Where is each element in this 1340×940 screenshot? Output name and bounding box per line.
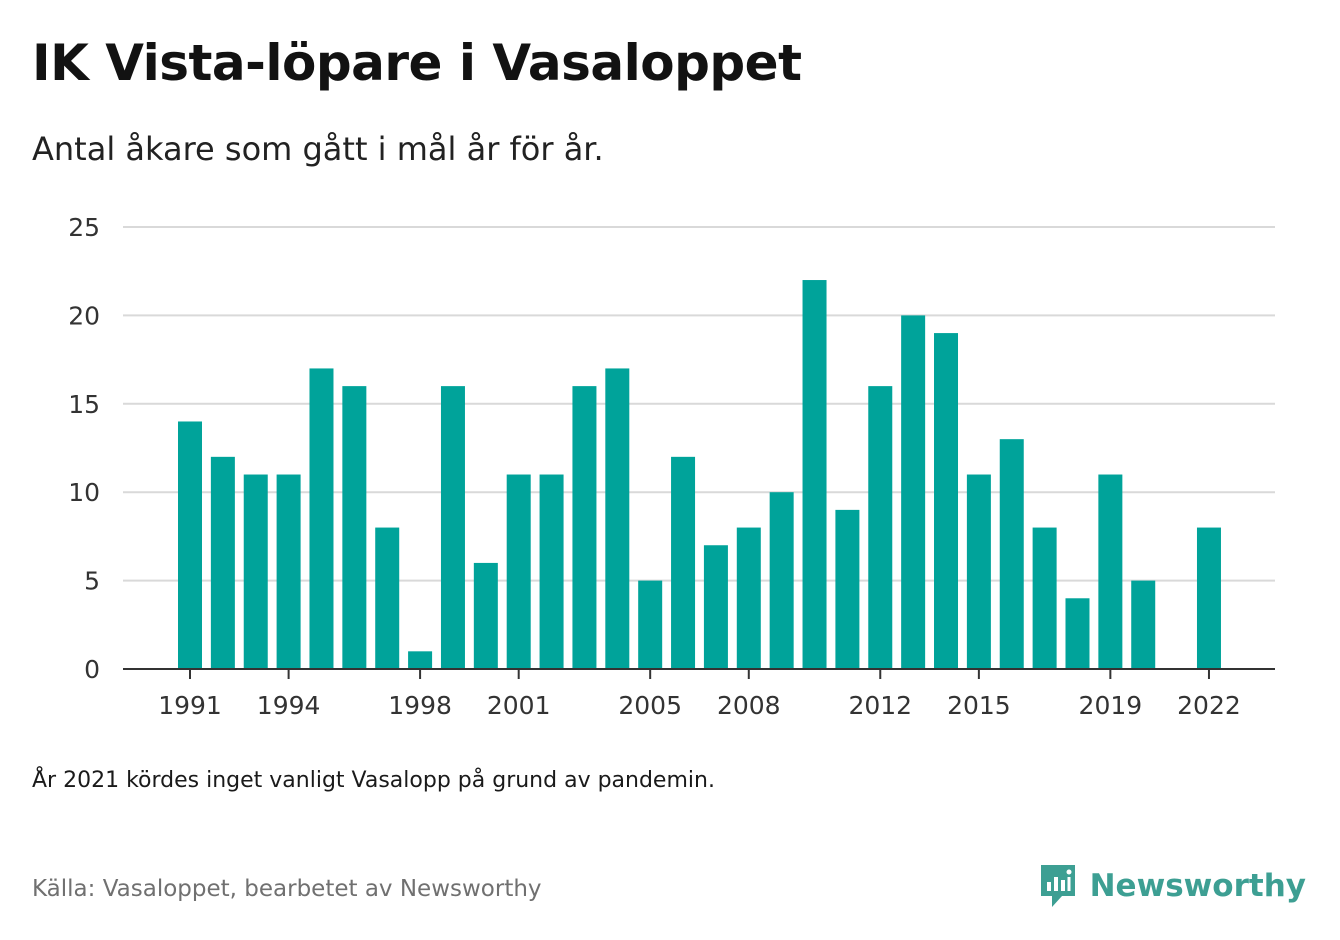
x-tick-label: 2008 bbox=[717, 691, 781, 720]
chart-note: År 2021 kördes inget vanligt Vasalopp på… bbox=[32, 768, 715, 793]
bar-2017 bbox=[1032, 527, 1057, 669]
x-tick-label: 2001 bbox=[487, 691, 551, 720]
bar-2019 bbox=[1098, 474, 1123, 669]
brand-name: Newsworthy bbox=[1089, 868, 1306, 904]
bar-2012 bbox=[868, 386, 893, 669]
chart-subtitle: Antal åkare som gått i mål år för år. bbox=[32, 130, 604, 168]
y-tick-label: 25 bbox=[68, 213, 100, 242]
y-tick-label: 10 bbox=[68, 478, 100, 507]
bar-2008 bbox=[736, 527, 761, 669]
bar-1997 bbox=[375, 527, 400, 669]
newsworthy-logo-icon bbox=[1040, 865, 1075, 907]
x-tick-label: 1991 bbox=[158, 691, 222, 720]
x-tick-label: 2015 bbox=[947, 691, 1011, 720]
bar-2000 bbox=[473, 562, 498, 669]
bar-2002 bbox=[539, 474, 564, 669]
bar-2014 bbox=[934, 333, 959, 669]
bar-1998 bbox=[408, 651, 433, 669]
x-tick-label: 2005 bbox=[618, 691, 682, 720]
bar-2004 bbox=[605, 368, 630, 669]
x-tick-label: 2012 bbox=[848, 691, 912, 720]
bar-2011 bbox=[835, 509, 860, 669]
bar-2022 bbox=[1196, 527, 1221, 669]
bar-1992 bbox=[210, 456, 235, 669]
x-tick-label: 1994 bbox=[257, 691, 321, 720]
y-tick-label: 20 bbox=[68, 301, 100, 330]
bar-2005 bbox=[638, 580, 663, 669]
bar-1991 bbox=[178, 421, 202, 669]
bar-chart: 0 5 10 15 20 25 1991 1994 1998 2001 2005 2008 2012 20… bbox=[68, 213, 1275, 720]
bar-1994 bbox=[276, 474, 301, 669]
x-tick-label: 2019 bbox=[1079, 691, 1143, 720]
y-tick-label: 5 bbox=[84, 567, 100, 596]
bar-2009 bbox=[769, 492, 794, 669]
bar-2007 bbox=[703, 545, 728, 669]
bar-1993 bbox=[243, 474, 268, 669]
bar-2015 bbox=[966, 474, 991, 669]
bar-1999 bbox=[440, 386, 465, 669]
brand-logo: Newsworthy bbox=[1038, 862, 1306, 910]
bar-1995 bbox=[309, 368, 334, 669]
x-tick-label: 1998 bbox=[388, 691, 452, 720]
y-tick-label: 15 bbox=[68, 390, 100, 419]
bar-2020 bbox=[1131, 580, 1156, 669]
x-tick-label: 2022 bbox=[1177, 691, 1241, 720]
bar-2018 bbox=[1065, 598, 1090, 669]
bar-2006 bbox=[671, 456, 696, 669]
bar-2010 bbox=[802, 280, 827, 669]
chart-title: IK Vista-löpare i Vasaloppet bbox=[32, 34, 802, 92]
bars bbox=[178, 280, 1221, 669]
bar-2001 bbox=[506, 474, 531, 669]
bar-2003 bbox=[572, 386, 597, 669]
bar-2016 bbox=[999, 439, 1024, 669]
bar-2013 bbox=[901, 315, 926, 669]
bar-1996 bbox=[342, 386, 367, 669]
axes: 0 5 10 15 20 25 1991 1994 1998 2001 2005 2008 2012 20… bbox=[68, 213, 1275, 720]
y-tick-label: 0 bbox=[84, 655, 100, 684]
source-text: Källa: Vasaloppet, bearbetet av Newswort… bbox=[32, 876, 542, 902]
